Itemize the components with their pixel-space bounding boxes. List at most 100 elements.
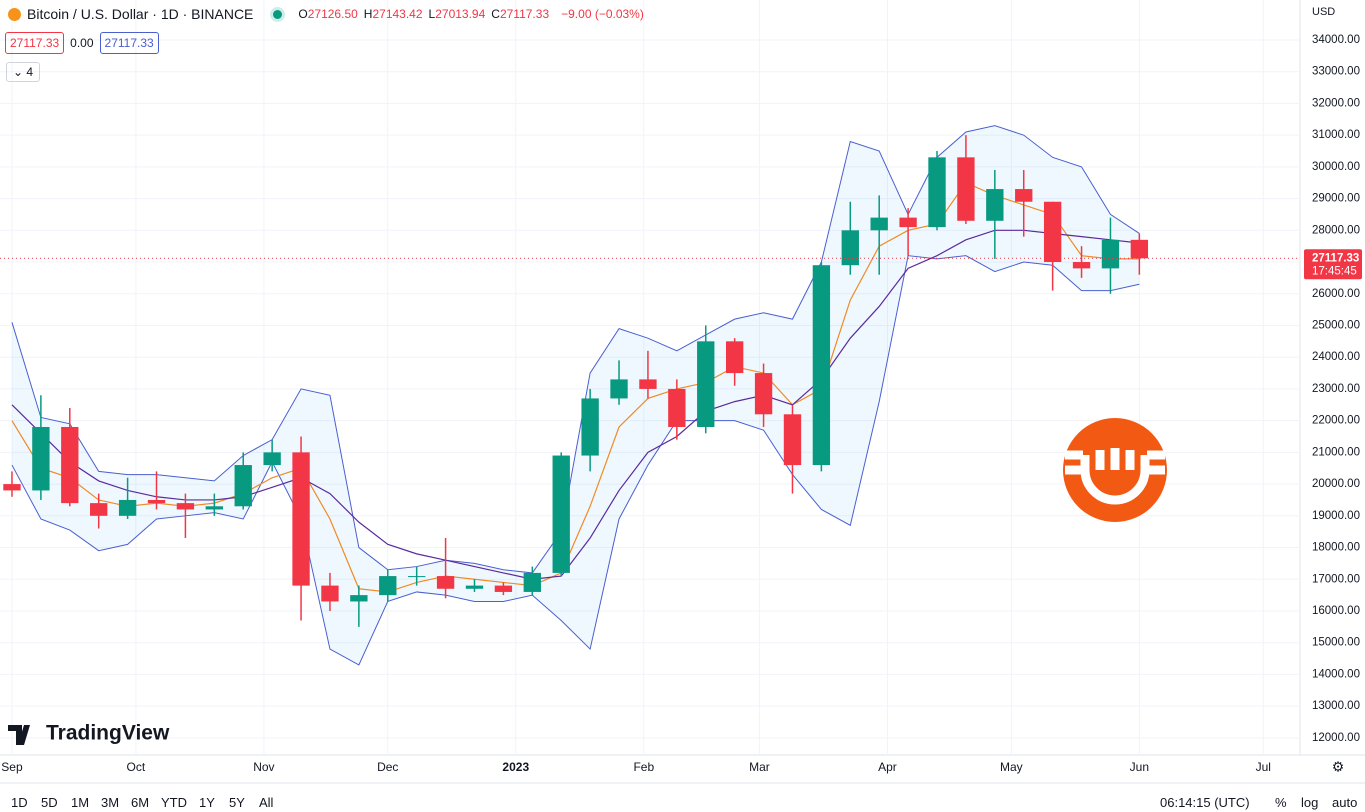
candle-body xyxy=(3,484,21,491)
grid xyxy=(0,0,1300,755)
y-tick-label: 19000.00 xyxy=(1312,510,1360,522)
y-tick-label: 12000.00 xyxy=(1312,732,1360,744)
ohlc-value: 27126.50 xyxy=(307,7,358,21)
y-tick-label: 32000.00 xyxy=(1312,97,1360,109)
candle-body xyxy=(754,373,773,415)
range-button[interactable]: All xyxy=(259,795,274,810)
watermark xyxy=(1063,418,1167,522)
change: −9.00 (−0.03%) xyxy=(561,7,644,21)
range-button[interactable]: 3M xyxy=(101,795,120,810)
candle-body xyxy=(870,217,888,231)
bottom-toolbar: 1D 5D 1M 3M 6M YTD 1Y 5Y All 06:14:15 (UTC)% log au… xyxy=(0,788,1365,812)
currency[interactable]: USD xyxy=(1312,6,1335,18)
candle-body xyxy=(957,157,975,221)
candle-body xyxy=(668,388,686,427)
x-tick-label: Jul xyxy=(1256,760,1271,774)
x-tick-label: Oct xyxy=(127,760,146,774)
indicators-toggle[interactable]: ⌄ 4 xyxy=(6,62,41,82)
candle-body xyxy=(899,217,917,228)
symbol-icon xyxy=(8,7,21,21)
candle-body xyxy=(523,572,541,592)
logo-text: TradingView xyxy=(46,722,170,745)
candle-body xyxy=(118,499,137,516)
range-button[interactable]: 1D xyxy=(11,795,28,810)
candle-body xyxy=(986,189,1004,221)
range-button[interactable]: 5Y xyxy=(229,795,245,810)
range-button[interactable]: 1Y xyxy=(199,795,215,810)
y-tick-label: 21000.00 xyxy=(1312,446,1360,458)
candle-body xyxy=(928,157,946,228)
y-tick-label: 33000.00 xyxy=(1312,66,1360,78)
moving-average xyxy=(11,181,1140,593)
y-tick-label: 24000.00 xyxy=(1312,351,1360,363)
indicator-values: 27117.33 0.00 27117.33 xyxy=(5,32,159,54)
price-tag xyxy=(1304,249,1362,280)
candle-body xyxy=(436,576,455,589)
price-tag-countdown: 17:45:45 xyxy=(1312,265,1357,277)
candle-body xyxy=(783,414,802,466)
range-button[interactable]: 6M xyxy=(131,795,150,810)
y-tick-label: 15000.00 xyxy=(1312,637,1360,649)
x-tick-label: 2023 xyxy=(502,760,529,774)
candle-body xyxy=(205,506,223,510)
x-tick-label: Dec xyxy=(377,760,398,774)
candle-body xyxy=(321,585,339,602)
candle-body xyxy=(552,455,570,573)
y-tick-label: 26000.00 xyxy=(1312,288,1360,300)
range-button[interactable]: YTD xyxy=(161,795,187,810)
x-tick-label: Sep xyxy=(1,760,23,774)
range-button[interactable]: 5D xyxy=(41,795,58,810)
candle-body xyxy=(1015,189,1033,202)
logo-mark xyxy=(8,725,30,745)
candle-body xyxy=(408,576,426,578)
moving-average xyxy=(11,229,1140,580)
candle-body xyxy=(610,379,628,399)
x-tick-label: Jun xyxy=(1130,760,1149,774)
y-tick-label: 23000.00 xyxy=(1312,383,1360,395)
y-tick-label: 28000.00 xyxy=(1312,224,1360,236)
candle-body xyxy=(697,341,715,427)
candle-body xyxy=(1043,201,1062,263)
candle-body xyxy=(379,576,397,596)
y-tick-label: 17000.00 xyxy=(1312,573,1360,585)
market-status xyxy=(273,9,283,19)
symbol-header: Bitcoin / U.S. Dollar · 1D · BINANCE O27… xyxy=(8,6,644,22)
candle-body xyxy=(581,398,599,456)
indicator-value: 27117.33 xyxy=(5,32,65,54)
tradingview-logo: TradingView xyxy=(8,722,170,745)
candle-body xyxy=(812,265,831,466)
x-tick-label: Nov xyxy=(253,760,274,774)
indicator-value: 27117.33 xyxy=(99,32,159,54)
y-tick-label: 14000.00 xyxy=(1312,668,1360,680)
ohlc-value: 27013.94 xyxy=(435,7,486,21)
ohlc-legend: O27126.50 H27143.42 L27013.94 C27117.33 xyxy=(298,7,555,21)
range-button[interactable]: 1M xyxy=(71,795,90,810)
candle-body xyxy=(176,503,195,510)
candle-body xyxy=(61,426,79,504)
scale-option[interactable]: % xyxy=(1275,795,1287,810)
candle-body xyxy=(1130,239,1149,259)
candle-body xyxy=(841,230,859,266)
settings[interactable]: ⚙ xyxy=(1332,759,1345,775)
scale-option[interactable]: auto xyxy=(1332,795,1358,810)
band-upper xyxy=(11,125,1140,574)
symbol-title[interactable]: Bitcoin / U.S. Dollar · 1D · BINANCE xyxy=(27,6,254,22)
y-tick-label: 22000.00 xyxy=(1312,415,1360,427)
candle-body xyxy=(1072,262,1091,269)
candle-body xyxy=(465,585,484,589)
y-tick-label: 30000.00 xyxy=(1312,161,1360,173)
candle-body xyxy=(1101,239,1120,269)
scale-option[interactable]: log xyxy=(1301,795,1319,810)
ohlc-value: 27143.42 xyxy=(372,7,423,21)
y-tick-label: 34000.00 xyxy=(1312,34,1360,46)
candle-body xyxy=(90,503,108,516)
band-lower xyxy=(11,255,1140,666)
candle-body xyxy=(350,595,368,602)
ohlc-key: O xyxy=(298,7,308,21)
x-tick-label: Mar xyxy=(749,760,770,774)
y-tick-label: 25000.00 xyxy=(1312,320,1360,332)
candle-body xyxy=(292,452,310,586)
candle-body xyxy=(147,499,166,504)
